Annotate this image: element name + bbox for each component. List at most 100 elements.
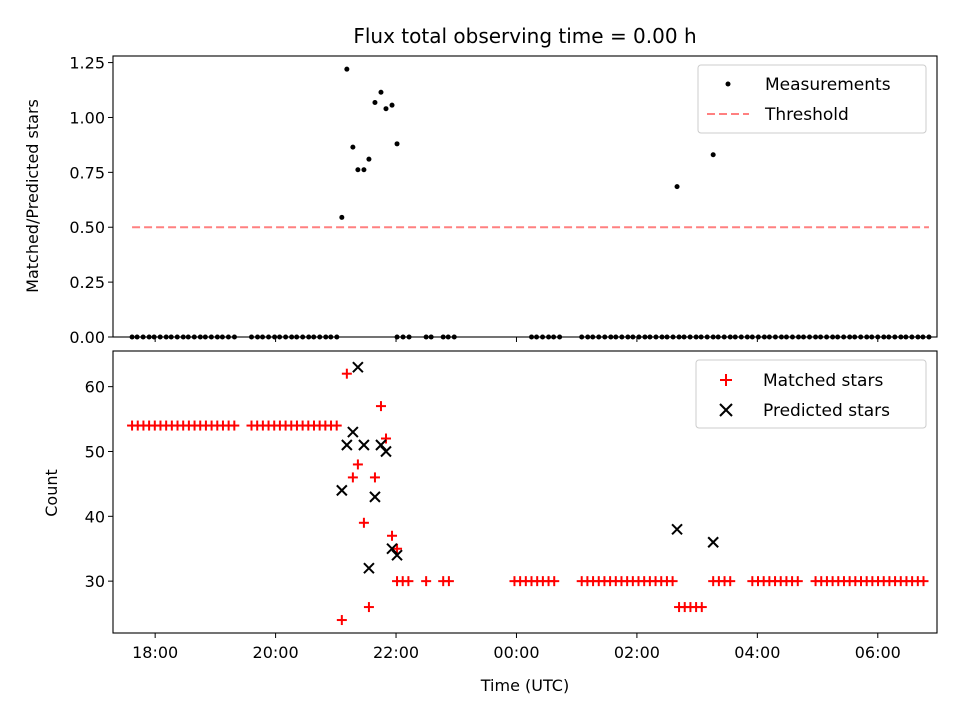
measurement-point: [676, 334, 682, 340]
measurement-point: [710, 152, 716, 158]
measurement-point: [350, 144, 356, 150]
x-tick-label: 22:00: [373, 643, 419, 662]
measurement-point: [766, 334, 772, 340]
measurement-point: [858, 334, 864, 340]
measurement-point: [670, 334, 676, 340]
matched-star-point: [403, 576, 414, 587]
measurement-point: [146, 334, 152, 340]
measurement-point: [174, 334, 180, 340]
matched-star-point: [380, 433, 391, 444]
measurement-point: [653, 334, 659, 340]
measurement-point: [579, 334, 585, 340]
matched-star-point: [331, 420, 342, 431]
measurement-point: [266, 334, 272, 340]
measurement-point: [134, 334, 140, 340]
measurement-point: [619, 334, 625, 340]
measurement-point: [180, 334, 186, 340]
measurement-point: [406, 334, 412, 340]
matched-star-point: [392, 543, 403, 554]
measurement-point: [344, 66, 350, 72]
matched-star-point: [696, 602, 707, 613]
matched-star-point: [341, 368, 352, 379]
measurement-point: [451, 334, 457, 340]
measurement-point: [642, 334, 648, 340]
measurement-point: [801, 334, 807, 340]
measurement-point: [847, 334, 853, 340]
measurement-point: [596, 334, 602, 340]
legend-predicted-marker: [719, 403, 733, 417]
measurement-point: [630, 334, 636, 340]
y-tick-label: 60: [85, 378, 105, 397]
measurement-point: [881, 334, 887, 340]
y-tick-label: 40: [85, 507, 105, 526]
matched-star-point: [792, 576, 803, 587]
measurement-point: [841, 334, 847, 340]
measurement-point: [698, 334, 704, 340]
measurement-point: [400, 334, 406, 340]
measurement-point: [772, 334, 778, 340]
predicted-star-point: [336, 484, 348, 497]
top-legend: Measurements Threshold: [697, 64, 927, 134]
measurement-point: [289, 334, 295, 340]
measurement-point: [366, 156, 372, 162]
predicted-star-point: [358, 439, 370, 451]
measurement-point: [681, 334, 687, 340]
measurement-point: [202, 334, 208, 340]
measurement-point: [191, 334, 197, 340]
measurement-point: [129, 334, 135, 340]
measurement-point: [255, 334, 261, 340]
measurement-point: [710, 334, 716, 340]
matched-star-point: [363, 602, 374, 613]
predicted-star-point: [341, 439, 353, 451]
measurement-point: [590, 334, 596, 340]
predicted-star-point: [363, 562, 375, 574]
measurement-point: [445, 334, 451, 340]
bottom-panel: 30 40 50 60 18:00 20:00 22:00 00:00 02:00 04:00 0…: [42, 350, 938, 695]
measurement-point: [778, 334, 784, 340]
measurement-point: [546, 334, 552, 340]
predicted-star-point: [375, 439, 387, 451]
measurement-point: [383, 106, 389, 112]
measurement-point: [534, 334, 540, 340]
top-axes-frame: [112, 55, 938, 338]
bottom-y-axis-label: Count: [42, 469, 61, 517]
legend-matched-marker: [720, 374, 732, 386]
y-tick-label: 0.25: [69, 273, 105, 292]
measurement-point: [140, 334, 146, 340]
measurement-point: [317, 334, 323, 340]
legend-measurements-label: Measurements: [765, 75, 891, 95]
measurement-point: [355, 167, 361, 173]
legend-threshold-label: Threshold: [764, 105, 849, 125]
measurement-point: [647, 334, 653, 340]
x-tick-label: 02:00: [614, 643, 660, 662]
measurement-point: [214, 334, 220, 340]
y-tick-label: 0.75: [69, 163, 105, 182]
measurement-point: [428, 334, 434, 340]
measurement-point: [807, 334, 813, 340]
legend-predicted-label: Predicted stars: [763, 401, 890, 421]
measurement-point: [625, 334, 631, 340]
measurement-point: [300, 334, 306, 340]
measurement-point: [852, 334, 858, 340]
y-tick-label: 1.25: [69, 54, 105, 73]
matched-star-point: [725, 576, 736, 587]
matched-star-point: [918, 576, 929, 587]
measurement-point: [789, 334, 795, 340]
measurement-point: [687, 334, 693, 340]
y-tick-label: 30: [85, 572, 105, 591]
matched-star-point: [352, 459, 363, 470]
measurement-point: [749, 334, 755, 340]
measurement-point: [920, 334, 926, 340]
measurement-point: [185, 334, 191, 340]
measurement-point: [864, 334, 870, 340]
measurement-point: [755, 334, 761, 340]
measurement-point: [323, 334, 329, 340]
measurement-point: [372, 100, 378, 106]
measurement-point: [277, 334, 283, 340]
x-tick-label: 06:00: [855, 643, 901, 662]
measurement-point: [294, 334, 300, 340]
measurement-point: [260, 334, 266, 340]
measurement-point: [715, 334, 721, 340]
matched-star-point: [358, 517, 369, 528]
